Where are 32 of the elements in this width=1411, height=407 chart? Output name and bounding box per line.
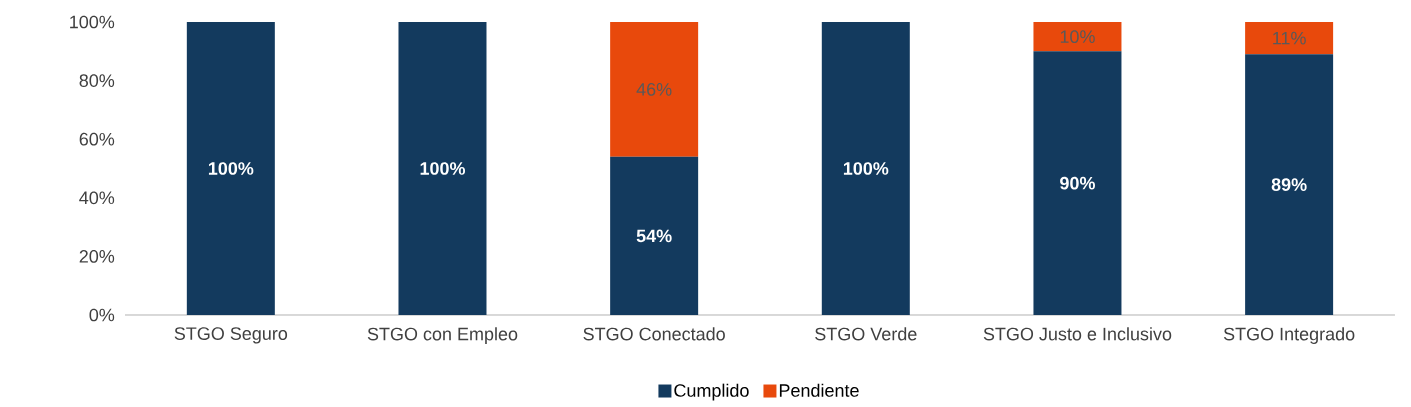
x-tick-label: STGO Verde — [815, 327, 917, 341]
bar — [821, 22, 910, 315]
x-tick-label: STGO Seguro — [174, 327, 288, 344]
x-tick-label: STGO Conectado — [583, 327, 725, 341]
y-tick-label: 80% — [79, 74, 115, 87]
bar — [1245, 54, 1334, 315]
bar — [610, 22, 699, 157]
bar — [398, 22, 487, 315]
bar — [1033, 22, 1122, 52]
x-tick-label: STGO Integrado — [1223, 327, 1355, 344]
bar — [1033, 51, 1122, 315]
bar — [610, 156, 699, 315]
x-tick-label: STGO con Empleo — [367, 327, 518, 344]
data-label: 10% — [1060, 30, 1095, 44]
bar — [1245, 22, 1334, 55]
y-tick-label: 60% — [79, 132, 115, 146]
y-tick-label: 40% — [79, 191, 115, 205]
y-tick-label: 100% — [70, 15, 115, 29]
data-label: 100% — [843, 162, 889, 175]
bar — [186, 22, 275, 315]
legend-label: Cumplido — [674, 383, 749, 401]
data-label: 90% — [1060, 176, 1095, 190]
x-tick-label: STGO Justo e Inclusivo — [983, 327, 1172, 341]
data-label: 89% — [1271, 178, 1307, 191]
legend-label: Pendiente — [779, 383, 859, 397]
data-label: 46% — [636, 83, 672, 96]
data-label: 54% — [636, 229, 672, 243]
data-label: 11% — [1273, 31, 1306, 45]
y-tick-label: 0% — [89, 308, 115, 322]
data-label: 100% — [208, 162, 254, 175]
y-tick-label: 20% — [79, 250, 115, 263]
data-label: 100% — [420, 162, 466, 175]
